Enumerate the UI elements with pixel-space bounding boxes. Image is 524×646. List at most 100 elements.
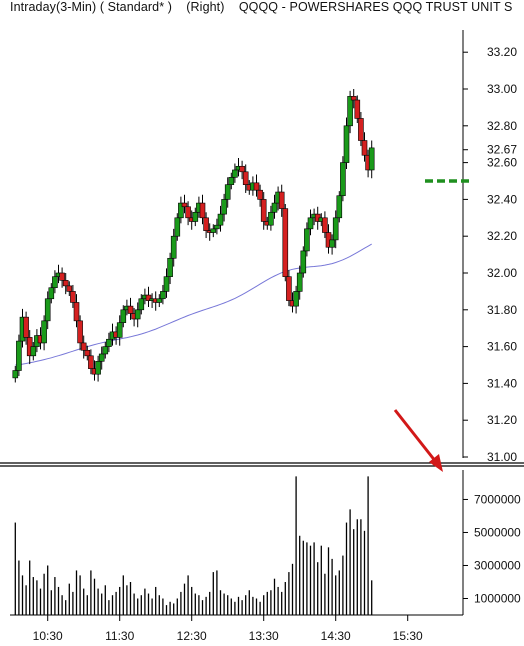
time-tick-label: 12:30 bbox=[177, 629, 207, 643]
candle-body bbox=[228, 177, 235, 185]
candle-body bbox=[239, 165, 245, 173]
arrow-shaft bbox=[393, 409, 438, 463]
chart-title-bar: Intraday(3-Min) ( Standard* ) (Right) QQ… bbox=[10, 0, 512, 14]
moving-average-line bbox=[15, 243, 372, 366]
candle-body bbox=[282, 208, 289, 277]
candle-body bbox=[163, 276, 170, 292]
price-tick-label: 32.20 bbox=[487, 229, 517, 243]
volume-axis: 7000000 5000000 3000000 1000000 bbox=[463, 492, 521, 605]
candle-body bbox=[73, 302, 80, 322]
time-tick-label: 15:30 bbox=[393, 629, 423, 643]
price-tick-label: 32.40 bbox=[487, 192, 517, 206]
candle-body bbox=[278, 191, 285, 209]
candle-body bbox=[260, 199, 267, 222]
candle-body bbox=[192, 211, 199, 222]
candle-body bbox=[293, 291, 299, 307]
candle-body bbox=[214, 224, 220, 230]
moving-average-layer bbox=[15, 243, 372, 366]
candle-body bbox=[52, 276, 58, 289]
candle-body bbox=[322, 217, 328, 233]
candle-body bbox=[48, 287, 55, 300]
candle-body bbox=[178, 202, 184, 219]
candle-body bbox=[343, 125, 350, 163]
candle-body bbox=[210, 228, 217, 233]
candle-body bbox=[59, 272, 65, 281]
time-tick-label: 14:30 bbox=[321, 629, 351, 643]
volume-tick-label: 3000000 bbox=[474, 558, 521, 572]
arrow-head bbox=[429, 454, 443, 472]
volume-series bbox=[14, 476, 373, 615]
price-tick-label: 33.20 bbox=[487, 45, 517, 59]
candle-body bbox=[174, 217, 181, 237]
price-tick-label: 32.67 bbox=[487, 143, 517, 157]
price-tick-label: 31.00 bbox=[487, 450, 517, 464]
candle-body bbox=[242, 171, 249, 185]
time-axis: 10:30 11:30 12:30 13:30 14:30 15:30 bbox=[33, 615, 423, 643]
candle-body bbox=[358, 118, 364, 141]
price-tick-label: 33.00 bbox=[487, 82, 517, 96]
candle-body bbox=[361, 140, 368, 156]
candle-body bbox=[271, 202, 278, 213]
candle-body bbox=[156, 298, 163, 303]
candle-body bbox=[217, 213, 224, 226]
candle-body bbox=[296, 272, 303, 292]
candle-body bbox=[203, 217, 209, 231]
candle-body bbox=[336, 195, 343, 219]
candle-body bbox=[170, 235, 177, 259]
candle-body bbox=[199, 202, 206, 219]
candle-body bbox=[167, 257, 173, 277]
candle-body bbox=[80, 342, 87, 351]
candle-body bbox=[181, 202, 188, 208]
volume-tick-label: 5000000 bbox=[474, 525, 521, 539]
candle-body bbox=[116, 322, 123, 338]
time-tick-label: 11:30 bbox=[105, 629, 134, 643]
price-tick-label: 32.80 bbox=[487, 119, 517, 133]
candle-body bbox=[16, 340, 22, 371]
volume-tick-label: 7000000 bbox=[474, 492, 521, 506]
candle-body bbox=[350, 96, 357, 101]
candle-body bbox=[253, 182, 260, 191]
candle-body bbox=[221, 199, 227, 215]
price-tick-label: 31.20 bbox=[487, 413, 517, 427]
candle-body bbox=[300, 250, 307, 274]
candle-body bbox=[224, 184, 231, 200]
candle-body bbox=[138, 298, 145, 311]
scale-side-label: (Right) bbox=[186, 0, 225, 14]
candle-body bbox=[95, 361, 101, 375]
time-tick-label: 10:30 bbox=[33, 629, 63, 643]
candle-body bbox=[145, 294, 152, 301]
price-tick-label: 31.60 bbox=[487, 340, 517, 354]
candle-body bbox=[30, 346, 37, 357]
candle-body bbox=[70, 291, 76, 303]
candle-body bbox=[257, 189, 263, 200]
candle-body bbox=[268, 211, 274, 226]
candle-body bbox=[329, 239, 335, 248]
price-tick-label: 31.80 bbox=[487, 303, 517, 317]
candle-body bbox=[127, 305, 134, 314]
candle-body bbox=[368, 147, 375, 171]
candle-body bbox=[62, 280, 69, 287]
symbol-title: QQQQ - POWERSHARES QQQ TRUST UNIT S bbox=[238, 0, 513, 14]
candle-body bbox=[304, 228, 310, 252]
candle-body bbox=[160, 291, 166, 300]
candlestick-series bbox=[12, 89, 375, 383]
candle-body bbox=[286, 276, 292, 301]
candle-body bbox=[41, 320, 47, 344]
candle-body bbox=[44, 298, 51, 322]
candle-body bbox=[134, 309, 141, 320]
arrow-layer bbox=[393, 409, 443, 472]
candle-body bbox=[88, 355, 94, 369]
price-tick-label: 32.60 bbox=[487, 156, 517, 170]
candle-body bbox=[98, 353, 105, 362]
time-tick-label: 13:30 bbox=[249, 629, 279, 643]
candle-body bbox=[347, 96, 353, 127]
candle-body bbox=[106, 338, 112, 347]
candle-body bbox=[120, 309, 127, 323]
candle-body bbox=[232, 169, 238, 178]
candle-body bbox=[332, 217, 339, 241]
candle-body bbox=[354, 99, 361, 119]
candle-body bbox=[12, 370, 19, 379]
chart-label: Intraday(3-Min) ( Standard* ) bbox=[10, 0, 172, 14]
